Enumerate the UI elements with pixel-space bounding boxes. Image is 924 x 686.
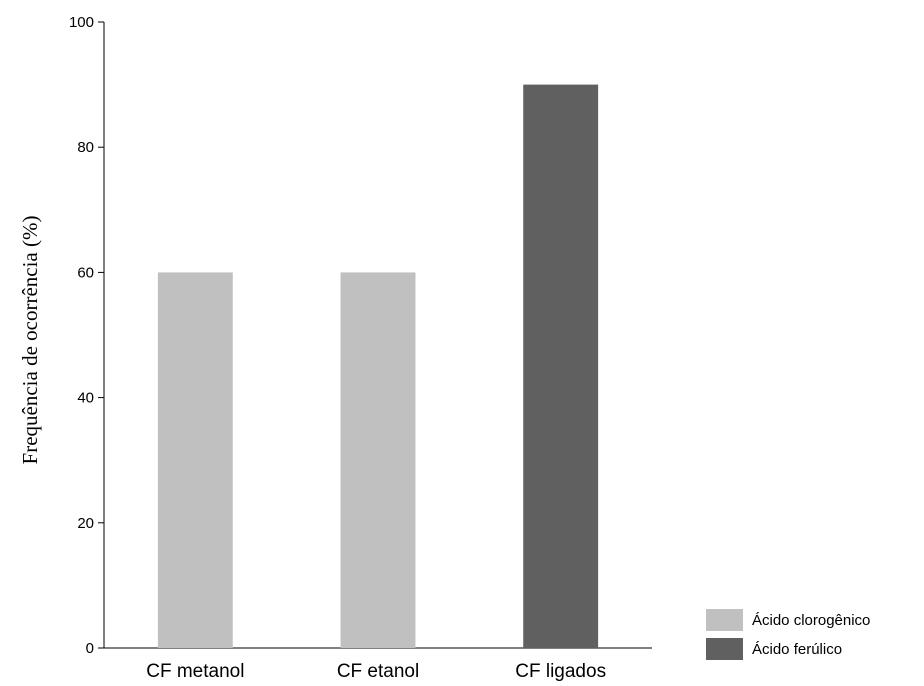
bars (157, 84, 599, 649)
legend-swatch (706, 609, 743, 631)
bar-cf-etanol (340, 272, 416, 648)
y-tick-label: 40 (77, 390, 94, 407)
bar-cf-ligados (523, 84, 599, 649)
bar-cf-metanol (157, 272, 233, 648)
x-tick-label: CF ligados (515, 661, 606, 682)
legend-label: Ácido ferúlico (752, 641, 842, 658)
x-axis: CF metanol CF etanol CF ligados (104, 647, 652, 682)
x-tick-label: CF metanol (146, 661, 244, 682)
y-tick-label: 100 (69, 14, 94, 31)
legend-label: Ácido clorogênico (752, 612, 870, 629)
legend-swatch (706, 638, 743, 660)
y-tick-label: 0 (86, 640, 94, 657)
y-axis: 0 20 40 60 80 100 (69, 14, 105, 657)
x-tick-label: CF etanol (337, 661, 419, 682)
y-tick-label: 80 (77, 139, 94, 156)
y-tick-label: 60 (77, 264, 94, 281)
legend: Ácido clorogênico Ácido ferúlico (706, 609, 870, 660)
y-axis-label: Frequência de ocorrência (%) (18, 216, 42, 465)
y-tick-label: 20 (77, 515, 94, 532)
